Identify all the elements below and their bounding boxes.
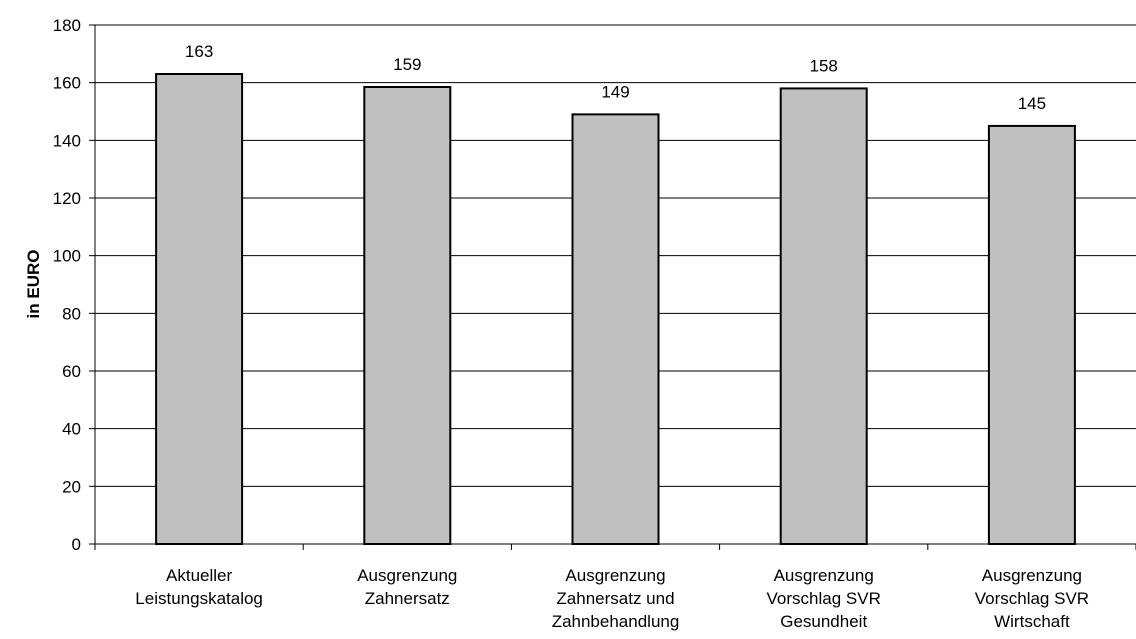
y-tick-label: 180 (53, 16, 81, 35)
x-tick-label: Ausgrenzung (357, 566, 457, 585)
x-tick-label: Gesundheit (780, 612, 867, 631)
x-tick-label: Ausgrenzung (982, 566, 1082, 585)
x-tick-label: Zahnbehandlung (552, 612, 680, 631)
bar (779, 87, 868, 546)
y-tick-label: 120 (53, 189, 81, 208)
x-tick-label: Zahnersatz und (556, 589, 674, 608)
y-tick-label: 160 (53, 74, 81, 93)
bar (363, 85, 452, 545)
x-tick-label: Vorschlag SVR (975, 589, 1089, 608)
x-tick-label: Vorschlag SVR (767, 589, 881, 608)
x-tick-label: Zahnersatz (365, 589, 450, 608)
bar-value-label: 145 (1018, 94, 1046, 113)
bar (987, 124, 1076, 546)
bar (571, 113, 660, 545)
y-tick-label: 80 (62, 304, 81, 323)
y-tick-label: 100 (53, 247, 81, 266)
y-axis-title: in EURO (24, 250, 43, 319)
y-tick-label: 20 (62, 477, 81, 496)
bar-value-label: 158 (810, 56, 838, 75)
x-tick-label: Leistungskatalog (135, 589, 263, 608)
x-tick-label: Ausgrenzung (774, 566, 874, 585)
y-tick-label: 40 (62, 420, 81, 439)
x-tick-label: Wirtschaft (994, 612, 1070, 631)
y-tick-label: 0 (72, 535, 81, 554)
bar-value-label: 159 (393, 55, 421, 74)
bar (155, 73, 244, 546)
x-tick-label: Ausgrenzung (565, 566, 665, 585)
axes: 0 20 40 60 80 100 120 140 160 180 Aktueller Leistun… (53, 16, 1136, 631)
y-tick-label: 60 (62, 362, 81, 381)
y-tick-label: 140 (53, 131, 81, 150)
bar-value-label: 149 (601, 82, 629, 101)
bar-value-label: 163 (185, 42, 213, 61)
x-tick-label: Aktueller (166, 566, 232, 585)
bars: 163 159 149 158 145 (155, 42, 1076, 546)
